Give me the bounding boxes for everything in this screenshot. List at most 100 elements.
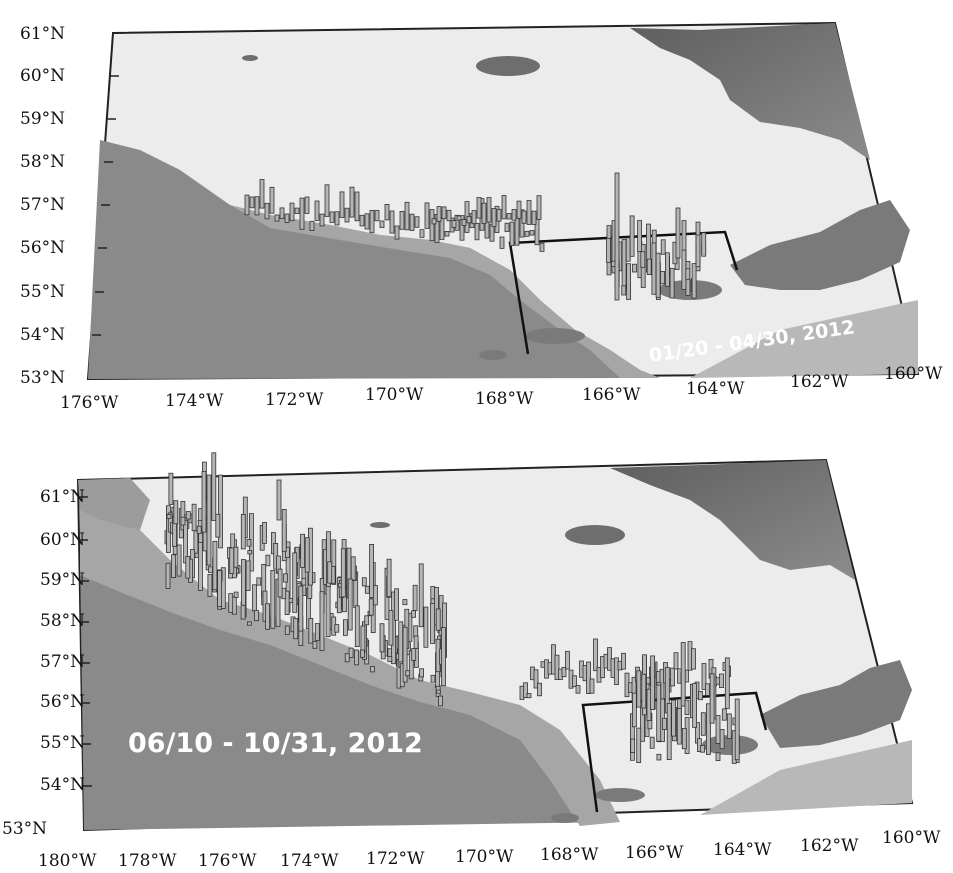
bottom-lon-labels: 180°W 178°W 176°W 174°W 172°W 170°W 168°…	[38, 828, 941, 871]
effort-bar	[441, 627, 446, 687]
effort-bar	[399, 210, 405, 230]
lon-label: 166°W	[582, 385, 641, 405]
effort-bar	[185, 511, 191, 520]
effort-bar	[270, 570, 276, 629]
effort-bar	[419, 229, 425, 238]
effort-bar	[398, 621, 404, 663]
lat-label: 61°N	[40, 487, 85, 507]
effort-bar	[344, 653, 350, 663]
effort-bar	[418, 563, 424, 628]
effort-bar	[218, 474, 223, 549]
effort-bar	[533, 669, 539, 689]
effort-bar	[726, 713, 732, 739]
effort-bar	[368, 598, 374, 616]
effort-bar	[621, 285, 627, 296]
effort-bar	[289, 202, 295, 222]
lat-label: 54°N	[20, 325, 65, 345]
effort-bar	[388, 610, 394, 646]
effort-bar	[359, 649, 365, 658]
bottom-map-alaska-land	[610, 460, 855, 580]
lat-label: 56°N	[40, 692, 85, 712]
effort-bar	[165, 562, 171, 589]
effort-bar	[646, 258, 652, 276]
effort-bar	[684, 699, 690, 716]
effort-bar	[293, 618, 299, 640]
effort-bar	[621, 239, 627, 290]
effort-bar	[660, 239, 666, 255]
effort-bar	[279, 207, 285, 219]
effort-bar	[499, 236, 505, 249]
effort-bar	[565, 650, 570, 670]
effort-bar	[691, 263, 697, 299]
effort-bar	[496, 208, 502, 222]
effort-bar	[374, 210, 380, 222]
effort-bar	[171, 554, 176, 578]
effort-bar	[719, 673, 724, 689]
effort-bar	[504, 222, 510, 232]
effort-bar	[629, 215, 635, 257]
top-map-panel: 01/20 - 04/30, 2012 61°N 60°N 59°N 58°N …	[20, 21, 943, 413]
lon-label: 174°W	[280, 851, 339, 871]
lat-label: 53°N	[2, 819, 47, 839]
effort-bar	[254, 610, 259, 622]
effort-bar	[300, 533, 306, 568]
bottom-effort-bars	[164, 452, 740, 764]
lat-label: 55°N	[40, 733, 85, 753]
effort-bar	[369, 544, 375, 598]
effort-bar	[233, 591, 239, 598]
top-tick-marks	[92, 32, 122, 336]
effort-bar	[334, 624, 340, 633]
effort-bar	[466, 215, 472, 224]
lon-label: 174°W	[165, 391, 224, 411]
effort-bar	[413, 635, 419, 650]
effort-bar	[185, 556, 191, 579]
effort-bar	[681, 728, 687, 750]
effort-bar	[281, 508, 287, 552]
bottom-map-aleutian-island	[551, 813, 579, 823]
effort-bar	[721, 708, 727, 721]
effort-bar	[411, 648, 417, 661]
effort-bar	[254, 196, 260, 216]
effort-bar	[207, 574, 213, 597]
effort-bar	[719, 729, 725, 750]
effort-bar	[247, 550, 253, 555]
effort-bar	[411, 610, 417, 618]
top-map-se-shelf	[690, 300, 918, 378]
lon-label: 170°W	[455, 847, 514, 867]
effort-bar	[435, 608, 441, 631]
lat-label: 54°N	[40, 775, 85, 795]
effort-bar	[402, 599, 408, 606]
lat-label: 58°N	[40, 611, 85, 631]
effort-bar	[262, 522, 267, 544]
effort-bar	[304, 537, 310, 573]
effort-bar	[339, 191, 345, 218]
effort-bar	[523, 682, 528, 698]
top-map-aleutian-island	[525, 328, 585, 344]
effort-bar	[252, 584, 257, 612]
effort-bar	[196, 525, 202, 535]
lon-label: 168°W	[475, 389, 534, 409]
effort-bar	[650, 655, 655, 710]
effort-bar	[369, 209, 375, 234]
effort-bar	[459, 215, 465, 241]
effort-bar	[354, 605, 360, 647]
effort-bar	[372, 585, 378, 606]
effort-bar	[249, 196, 255, 209]
bottom-map-alaska-peninsula	[760, 660, 912, 748]
effort-bar	[264, 202, 270, 220]
effort-bar	[166, 514, 172, 519]
effort-bar	[514, 216, 520, 246]
bottom-map-nw-slope	[78, 478, 150, 530]
lon-label: 162°W	[790, 372, 849, 392]
effort-bar	[361, 577, 367, 587]
effort-bar	[354, 191, 360, 222]
bottom-lat-labels: 61°N 60°N 59°N 58°N 57°N 56°N 55°N 54°N …	[2, 487, 85, 839]
effort-bar	[314, 623, 320, 641]
lon-label: 172°W	[366, 849, 425, 869]
effort-bar	[246, 621, 252, 626]
effort-bar	[430, 674, 436, 683]
effort-bar	[700, 712, 706, 736]
effort-bar	[201, 470, 207, 533]
effort-bar	[705, 683, 710, 696]
effort-bar	[656, 684, 662, 742]
